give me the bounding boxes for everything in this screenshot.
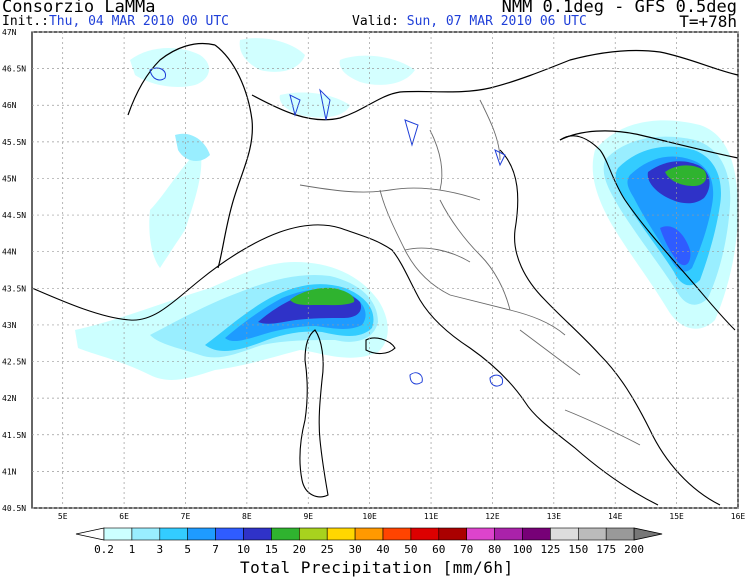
- axis-ticks: 47N 46.5N 46N 45.5N 45N 44.5N 44N 43.5N 43N 42.5N…: [2, 28, 745, 521]
- legend-swatch: [298, 527, 328, 541]
- init-value: Thu, 04 MAR 2010 00 UTC: [48, 14, 229, 29]
- legend-swatch: [354, 527, 384, 541]
- lat-tick-label: 43.5N: [2, 284, 26, 293]
- legend-swatch: [243, 527, 272, 541]
- legend-swatch: [410, 527, 440, 541]
- lon-tick-label: 10E: [362, 512, 377, 521]
- legend-swatch: [187, 527, 216, 541]
- lon-tick-label: 5E: [58, 512, 68, 521]
- legend-level-label: 200: [624, 543, 644, 556]
- lat-tick-label: 46N: [2, 101, 17, 110]
- precip-croatia-coast: [592, 120, 738, 329]
- lat-tick-label: 41N: [2, 467, 17, 476]
- legend-title: Total Precipitation [mm/6h]: [240, 558, 514, 577]
- country-borders: [127, 42, 739, 269]
- legend-swatch: [159, 527, 189, 541]
- legend-swatch: [605, 527, 635, 541]
- valid-label: Valid:: [352, 14, 399, 29]
- map-plot-area: 47N 46.5N 46N 45.5N 45N 44.5N 44N 43.5N 43N 42.5N…: [2, 28, 745, 521]
- legend-level-label: 5: [184, 543, 191, 556]
- legend-level-label: 60: [432, 543, 445, 556]
- legend-over-triangle: [633, 527, 663, 541]
- model-title: NMM 0.1deg - GFS 0.5deg: [501, 0, 737, 17]
- legend-level-label: 30: [348, 543, 361, 556]
- legend-swatch: [215, 527, 244, 541]
- init-time: Init.:Thu, 04 MAR 2010 00 UTC: [2, 14, 229, 29]
- coastlines: [31, 135, 736, 506]
- lon-tick-label: 16E: [731, 512, 746, 521]
- region-borders: [299, 99, 641, 446]
- legend-level-label: 15: [265, 543, 278, 556]
- legend-level-label: 50: [404, 543, 417, 556]
- legend-level-label: 25: [321, 543, 334, 556]
- legend-swatch: [326, 527, 356, 541]
- legend-swatch: [494, 527, 523, 541]
- precip-ligurian-sea: [75, 38, 415, 380]
- lat-tick-label: 42N: [2, 394, 17, 403]
- lon-tick-label: 9E: [303, 512, 313, 521]
- lon-tick-label: 7E: [181, 512, 191, 521]
- lat-tick-label: 44.5N: [2, 211, 26, 220]
- legend-level-label: 70: [460, 543, 473, 556]
- legend-level-label: 150: [568, 543, 588, 556]
- lon-tick-label: 11E: [424, 512, 439, 521]
- legend-swatch: [103, 527, 133, 541]
- legend-level-label: 1: [129, 543, 136, 556]
- lat-tick-label: 46.5N: [2, 65, 26, 74]
- legend-level-label: 7: [212, 543, 219, 556]
- legend-level-label: 40: [376, 543, 389, 556]
- legend-swatch: [522, 527, 551, 541]
- lat-tick-label: 44N: [2, 248, 17, 257]
- legend-level-label: 175: [596, 543, 616, 556]
- lon-tick-label: 13E: [547, 512, 562, 521]
- lon-tick-label: 15E: [669, 512, 684, 521]
- init-label: Init.:: [2, 14, 49, 29]
- legend-swatch: [438, 527, 467, 541]
- legend-swatch: [271, 527, 300, 541]
- lat-tick-label: 45.5N: [2, 138, 26, 147]
- legend-level-label: 80: [488, 543, 501, 556]
- legend-swatch: [466, 527, 495, 541]
- legend-swatch: [550, 527, 579, 541]
- lon-tick-label: 8E: [242, 512, 252, 521]
- lat-tick-label: 47N: [2, 28, 17, 37]
- legend-under-triangle: [75, 527, 105, 541]
- lat-tick-label: 40.5N: [2, 504, 26, 513]
- lon-tick-label: 6E: [119, 512, 129, 521]
- legend-swatch: [382, 527, 412, 541]
- legend-level-label: 10: [237, 543, 250, 556]
- precip-legend: 0.2 1 3 5 7 10 15 20 25 30 40 50 60 70 80 100 125 150 175 2…: [75, 527, 663, 556]
- lat-tick-label: 42.5N: [2, 358, 26, 367]
- forecast-step: T=+78h: [679, 12, 737, 31]
- legend-level-label: 3: [156, 543, 163, 556]
- legend-level-label: 20: [293, 543, 306, 556]
- graticule: [32, 31, 739, 509]
- lon-tick-label: 14E: [608, 512, 623, 521]
- lat-tick-label: 41.5N: [2, 431, 26, 440]
- lat-tick-label: 43N: [2, 321, 17, 330]
- legend-swatch: [131, 527, 161, 541]
- source-title: Consorzio LaMMa: [2, 0, 156, 17]
- lon-tick-label: 12E: [485, 512, 500, 521]
- map-frame: [31, 31, 739, 509]
- valid-value: Sun, 07 MAR 2010 06 UTC: [406, 14, 587, 29]
- legend-level-label: 0.2: [94, 543, 114, 556]
- lat-tick-label: 45N: [2, 174, 17, 183]
- legend-swatch: [577, 527, 607, 541]
- legend-level-label: 100: [513, 543, 533, 556]
- valid-time: Valid: Sun, 07 MAR 2010 06 UTC: [352, 14, 587, 29]
- legend-level-label: 125: [540, 543, 560, 556]
